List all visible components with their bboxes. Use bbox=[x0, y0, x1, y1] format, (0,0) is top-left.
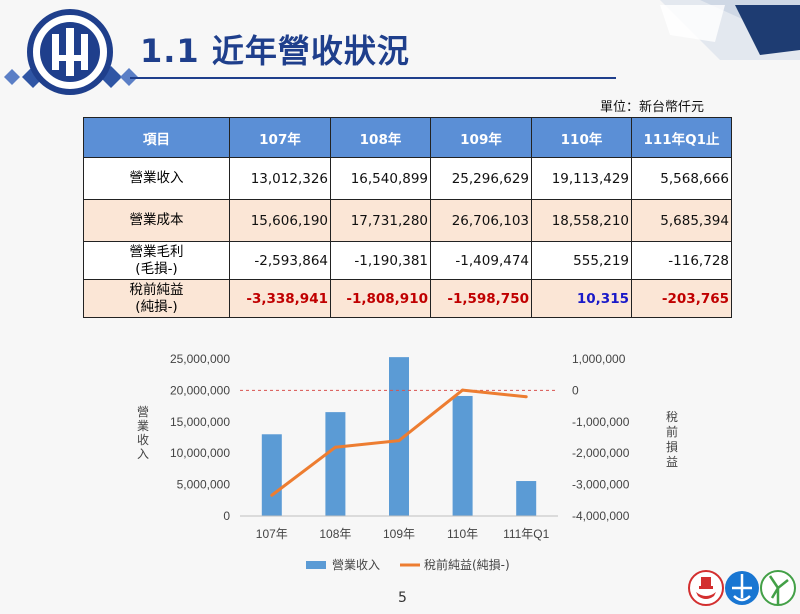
bar-0 bbox=[261, 434, 282, 516]
legend-label-bar: 營業收入 bbox=[332, 558, 380, 572]
row-label-line: (純損-) bbox=[135, 298, 178, 315]
profit-point-0 bbox=[270, 493, 274, 497]
table-cell-value: 18,558,210 bbox=[531, 199, 632, 242]
y-tick-label: 5,000,000 bbox=[177, 478, 231, 492]
profit-point-4 bbox=[524, 395, 528, 399]
table-cell-value: 13,012,326 bbox=[229, 157, 331, 200]
table-cell-value: -1,409,474 bbox=[430, 241, 532, 280]
table-row: 營業收入 13,012,326 16,540,899 25,296,629 19,113… bbox=[83, 157, 732, 200]
legend-label-line: 稅前純益(純損-) bbox=[424, 557, 510, 572]
y-tick-label: 25,000,000 bbox=[170, 352, 230, 366]
x-tick-label: 109年 bbox=[383, 527, 415, 541]
company-logo bbox=[27, 9, 113, 95]
profit-point-1 bbox=[333, 445, 337, 449]
title-underline bbox=[130, 77, 616, 79]
row-label-line: (毛損-) bbox=[135, 260, 178, 277]
deco-diamond bbox=[4, 69, 20, 85]
legend-swatch-bar bbox=[306, 561, 326, 569]
table-cell-value: 10,315 bbox=[531, 279, 632, 318]
y2-tick-label: 0 bbox=[572, 383, 579, 397]
y2-axis-title-char: 稅 bbox=[666, 410, 678, 424]
column-header-year: 110年 bbox=[531, 117, 632, 158]
row-label: 營業毛利 (毛損-) bbox=[83, 241, 230, 280]
column-header-item: 項目 bbox=[83, 117, 230, 158]
row-label-line: 營業成本 bbox=[129, 212, 184, 228]
y2-axis-title-char: 損 bbox=[666, 439, 678, 454]
x-tick-label: 111年Q1 bbox=[503, 527, 550, 541]
row-label: 營業成本 bbox=[83, 199, 230, 242]
table-cell-value: -2,593,864 bbox=[229, 241, 331, 280]
column-header-year: 107年 bbox=[229, 117, 331, 158]
page-number: 5 bbox=[398, 590, 407, 606]
y2-tick-label: -1,000,000 bbox=[572, 415, 630, 429]
table-cell-value: 25,296,629 bbox=[430, 157, 532, 200]
x-tick-label: 107年 bbox=[256, 527, 288, 541]
y-tick-label: 20,000,000 bbox=[170, 383, 230, 397]
y2-tick-label: -2,000,000 bbox=[572, 446, 630, 460]
x-tick-label: 108年 bbox=[319, 527, 351, 541]
table-cell-value: 5,685,394 bbox=[631, 199, 732, 242]
bar-2 bbox=[389, 357, 409, 516]
y2-axis-title-char: 益 bbox=[666, 455, 678, 469]
y-axis-title-char: 營 bbox=[137, 405, 149, 419]
row-label: 營業收入 bbox=[83, 157, 230, 200]
table-cell-value: -1,808,910 bbox=[330, 279, 431, 318]
y-tick-label: 0 bbox=[223, 509, 230, 523]
table-row: 營業毛利 (毛損-) -2,593,864 -1,190,381 -1,409,474 5… bbox=[83, 241, 732, 280]
table-cell-value: 16,540,899 bbox=[330, 157, 431, 200]
column-header-year: 109年 bbox=[430, 117, 532, 158]
footer-logo-red bbox=[688, 570, 724, 606]
footer-logo-blue bbox=[725, 571, 759, 605]
y2-tick-label: -3,000,000 bbox=[572, 478, 630, 492]
y-axis-title-char: 業 bbox=[137, 419, 149, 433]
x-tick-label: 110年 bbox=[447, 527, 478, 541]
table-cell-value: -1,598,750 bbox=[430, 279, 532, 318]
deco-shape bbox=[660, 5, 725, 42]
table-cell-value: 19,113,429 bbox=[531, 157, 632, 200]
deco-diamond bbox=[120, 68, 138, 86]
y2-tick-label: 1,000,000 bbox=[572, 352, 626, 366]
page-title: 1.1 近年營收狀況 bbox=[140, 32, 410, 70]
table-cell-value: 15,606,190 bbox=[229, 199, 331, 242]
row-label-line: 稅前純益 bbox=[129, 281, 184, 298]
table-cell-value: -116,728 bbox=[631, 241, 732, 280]
column-header-year: 111年Q1止 bbox=[631, 117, 732, 158]
bar-4 bbox=[516, 481, 537, 516]
table-cell-value: -3,338,941 bbox=[229, 279, 331, 318]
table-cell-value: -203,765 bbox=[631, 279, 732, 318]
revenue-profit-chart: 0 5,000,000 10,000,000 15,000,000 20,000,000… bbox=[137, 352, 678, 572]
deco-shape bbox=[735, 5, 800, 55]
table-row: 稅前純益 (純損-) -3,338,941 -1,808,910 -1,598,750 1… bbox=[83, 279, 732, 318]
row-label-line: 營業收入 bbox=[129, 170, 184, 186]
column-header-year: 108年 bbox=[330, 117, 431, 158]
y2-axis-title-char: 前 bbox=[666, 424, 678, 439]
table-cell-value: 5,568,666 bbox=[631, 157, 732, 200]
y-axis-title-char: 收 bbox=[137, 433, 149, 447]
y-axis-title-char: 入 bbox=[137, 447, 149, 461]
table-header-row: 項目 107年 108年 109年 110年 111年Q1止 bbox=[83, 117, 732, 158]
footer-logo-green bbox=[760, 570, 796, 606]
table-cell-value: 555,219 bbox=[531, 241, 632, 280]
profit-point-3 bbox=[461, 388, 465, 392]
y-tick-label: 15,000,000 bbox=[170, 415, 230, 429]
row-label: 稅前純益 (純損-) bbox=[83, 279, 230, 318]
row-label-line: 營業毛利 bbox=[129, 243, 184, 260]
bar-1 bbox=[325, 412, 346, 516]
profit-point-2 bbox=[397, 439, 401, 443]
table-cell-value: -1,190,381 bbox=[330, 241, 431, 280]
financial-table: 項目 107年 108年 109年 110年 111年Q1止 營業收入 13,012,326… bbox=[83, 117, 732, 318]
unit-label: 單位：新台幣仟元 bbox=[600, 100, 705, 115]
table-row: 營業成本 15,606,190 17,731,280 26,706,103 18,558… bbox=[83, 199, 732, 242]
bar-3 bbox=[452, 395, 473, 516]
footer-logos bbox=[688, 570, 796, 606]
table-cell-value: 17,731,280 bbox=[330, 199, 431, 242]
y2-tick-label: -4,000,000 bbox=[572, 509, 630, 523]
y-tick-label: 10,000,000 bbox=[170, 446, 230, 460]
table-cell-value: 26,706,103 bbox=[430, 199, 532, 242]
